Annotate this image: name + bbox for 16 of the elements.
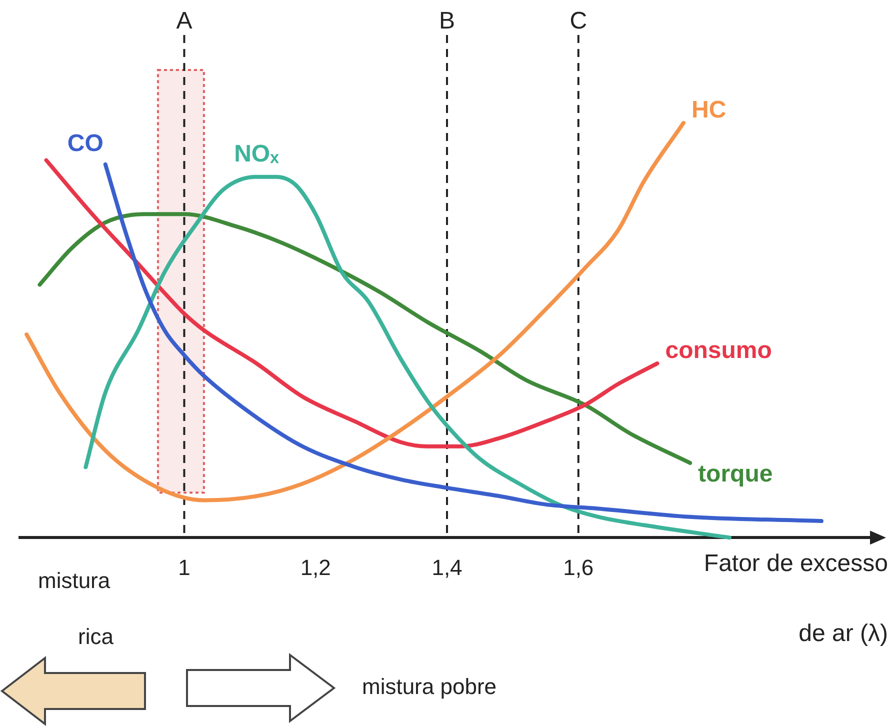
x-tick-label: 1,2 — [300, 554, 331, 580]
series-label: consumo — [665, 337, 772, 364]
x-tick-label: 1 — [178, 554, 190, 580]
series-label: HC — [691, 96, 726, 124]
ref-line-label: C — [570, 8, 588, 35]
series-label: NOₓ — [234, 140, 280, 168]
ref-line-label: A — [176, 8, 192, 35]
x-tick-label: 1,4 — [432, 554, 462, 580]
text: rica — [78, 624, 114, 650]
text: mistura — [38, 568, 110, 594]
ref-line-label: B — [438, 8, 456, 35]
text: Fator de excesso de ar (λ) — [704, 550, 888, 648]
series-label: torque — [698, 460, 773, 488]
series-label: CO — [67, 130, 104, 158]
x-tick-label: 1,6 — [563, 554, 594, 580]
text: mistura pobre — [362, 674, 497, 700]
